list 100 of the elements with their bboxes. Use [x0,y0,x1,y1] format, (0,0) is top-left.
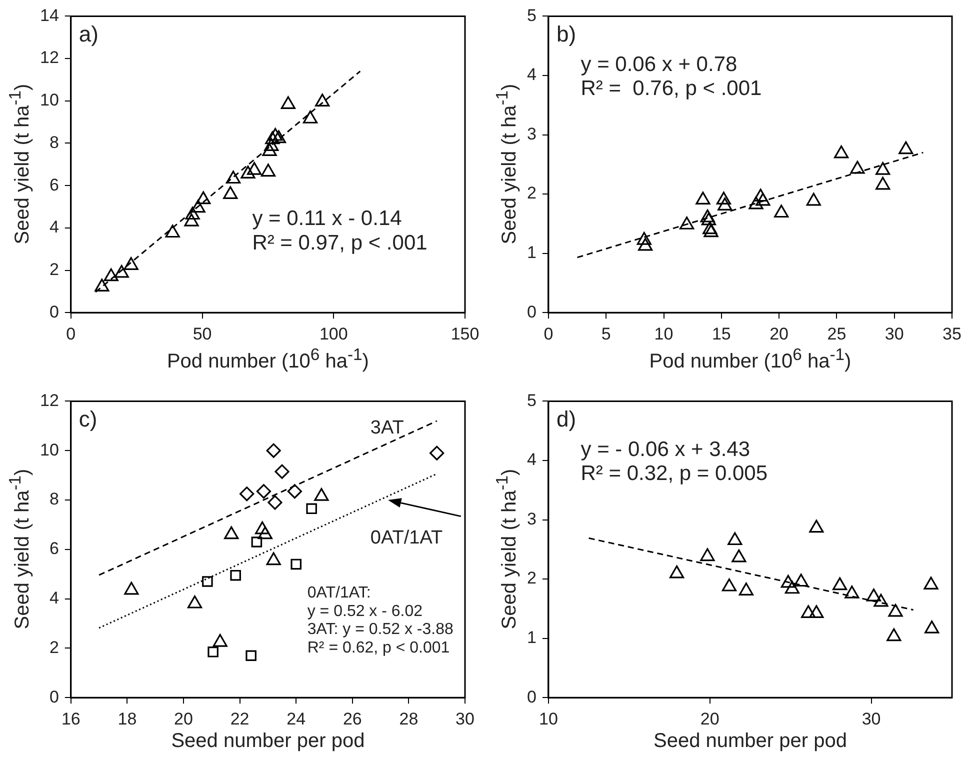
point [247,162,262,175]
x-tick-label: 25 [827,324,846,344]
x-tick-label: 20 [174,709,193,728]
point [806,192,821,206]
point [732,549,746,562]
point [636,232,652,245]
point [809,605,824,618]
x-tick-label: 150 [450,324,480,344]
y-tick-label: 0 [526,687,536,706]
y-tick-label: 2 [49,638,59,657]
point [718,198,732,210]
point [287,484,302,499]
x-tick-label: 50 [192,324,212,344]
y-tick-label: 4 [49,588,59,608]
point [268,495,282,510]
point [246,650,256,662]
y-tick-label: 3 [526,509,536,528]
x-axis-title: Seed number per pod [171,730,365,753]
x-tick-label: 22 [230,709,250,728]
x-tick-label: 5 [601,324,611,344]
point [302,110,318,124]
point [704,224,718,238]
y-tick-label: 1 [526,628,536,648]
point [794,574,808,587]
point [260,164,276,177]
y-tick-label: 10 [40,440,59,460]
x-tick-label: 20 [700,709,720,728]
point [230,570,241,581]
y-tick-label: 8 [49,490,59,509]
point [850,160,865,174]
annotation: y = - 0.06 x + 3.43 [580,438,750,462]
annotation: R² = 0.76, p < .001 [580,77,762,100]
point [753,188,768,202]
x-tick-label: 30 [862,709,881,728]
point [886,628,902,642]
point [801,605,816,618]
y-tick-label: 3 [526,124,536,144]
point [924,576,938,590]
y-tick-label: 5 [526,390,536,410]
x-tick-label: 28 [399,709,418,728]
chart-title: b) [556,21,576,46]
point [784,580,800,594]
point [876,162,890,175]
annotation: 0AT/1AT [370,527,443,548]
point [226,170,241,184]
point [290,558,302,570]
y-tick-label: 4 [526,65,536,84]
chart-title: d) [556,406,576,432]
point [94,278,110,292]
point [700,548,715,562]
chart-title: c) [78,406,98,432]
point [756,192,770,206]
point [240,486,254,502]
point [702,221,718,234]
annotation: 0AT/1AT: [307,584,371,602]
point [924,620,940,634]
x-tick-label: 10 [654,324,674,344]
y-tick-label: 4 [526,450,536,470]
chart-title: a) [78,21,98,46]
point [264,138,279,151]
y-tick-label: 0 [49,302,59,322]
point [748,196,764,210]
annotation: R² = 0.62, p < 0.001 [307,640,450,657]
annotation: y = 0.11 x - 0.14 [252,207,402,230]
point [265,131,280,144]
x-tick-label: 24 [286,709,306,728]
point [728,532,742,546]
y-tick-label: 12 [40,48,59,68]
point [809,520,824,533]
point [256,484,272,499]
x-axis-title: Pod number (10$^{6}$ ha$^{-1}$) [166,344,369,374]
x-tick-label: 35 [942,324,962,344]
y-tick-label: 8 [49,132,59,152]
point [700,209,715,222]
y-tick-label: 10 [40,90,59,110]
annotation: R² = 0.32, p = 0.005 [580,462,768,486]
y-tick-label: 6 [49,175,59,194]
annotation: y = 0.52 x - 6.02 [307,602,423,620]
point [202,576,213,587]
point [669,565,684,578]
point [196,191,211,204]
point [124,257,138,270]
point [274,464,290,479]
y-tick-label: 4 [49,218,59,237]
y-tick-label: 2 [526,568,536,588]
point [223,186,238,200]
x-tick-label: 10 [538,709,558,728]
x-tick-label: 16 [61,709,80,728]
x-tick-label: 18 [118,709,137,728]
point [701,212,716,226]
point [874,594,888,607]
point [738,582,754,596]
point [876,176,890,190]
annotation: R² = 0.97, p < .001 [252,231,428,254]
point [898,141,914,154]
y-tick-label: 12 [40,390,59,410]
point [844,586,860,598]
point [190,200,206,213]
x-tick-label: 30 [456,709,474,728]
point [638,238,653,251]
